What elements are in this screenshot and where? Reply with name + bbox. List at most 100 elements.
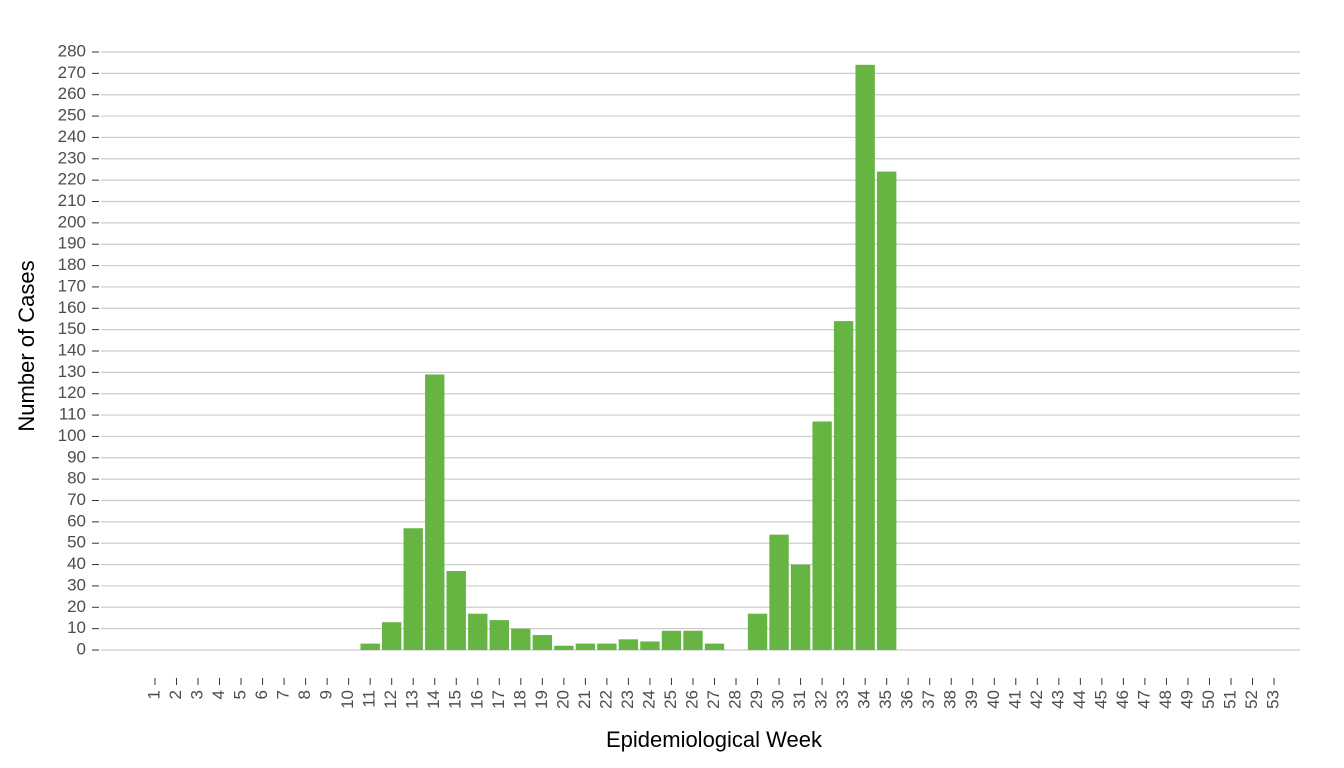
bar [532, 635, 553, 650]
bar [575, 643, 596, 650]
x-tick-label: 15 [446, 690, 465, 709]
bar [704, 643, 725, 650]
x-tick-label: 35 [876, 690, 895, 709]
x-tick-label: 24 [639, 690, 658, 709]
x-tick-label: 4 [209, 690, 228, 699]
bar [511, 628, 531, 650]
x-tick-label: 38 [941, 690, 960, 709]
x-tick-label: 30 [769, 690, 788, 709]
bar [833, 321, 854, 650]
x-tick-label: 14 [424, 690, 443, 709]
y-tick-label: 110 [59, 405, 86, 424]
y-tick-label: 90 [67, 447, 86, 466]
y-tick-label: 230 [58, 148, 86, 167]
y-tick-label: 220 [58, 170, 86, 189]
x-tick-label: 42 [1027, 690, 1046, 709]
bar [403, 528, 423, 650]
x-tick-label: 46 [1113, 690, 1132, 709]
x-tick-label: 28 [726, 690, 745, 709]
y-tick-label: 280 [58, 41, 86, 60]
y-tick-label: 60 [67, 511, 86, 530]
x-tick-label: 20 [553, 690, 572, 709]
y-tick-label: 10 [67, 618, 86, 637]
x-tick-label: 23 [618, 690, 637, 709]
bar [618, 639, 639, 650]
y-tick-label: 140 [58, 340, 86, 359]
y-tick-label: 240 [58, 127, 86, 146]
x-tick-label: 32 [812, 690, 831, 709]
x-tick-label: 17 [489, 690, 508, 709]
x-tick-label: 47 [1134, 690, 1153, 709]
bar [446, 570, 466, 650]
x-tick-label: 25 [661, 690, 680, 709]
y-axis-title: Number of Cases [14, 260, 39, 431]
y-tick-label: 160 [58, 298, 86, 317]
x-axis-title: Epidemiological Week [606, 727, 823, 752]
y-tick-label: 120 [58, 383, 86, 402]
bar [683, 630, 703, 650]
x-tick-label: 9 [317, 690, 336, 699]
x-tick-label: 12 [381, 690, 400, 709]
x-tick-label: 16 [467, 690, 486, 709]
y-tick-label: 260 [58, 84, 86, 103]
x-tick-label: 39 [962, 690, 981, 709]
bar [812, 421, 832, 650]
y-tick-label: 80 [67, 469, 86, 488]
y-tick-label: 70 [67, 490, 86, 509]
y-tick-label: 30 [67, 575, 86, 594]
x-tick-label: 27 [704, 690, 723, 709]
x-tick-label: 41 [1005, 690, 1024, 709]
y-tick-label: 250 [58, 106, 86, 125]
x-tick-label: 50 [1199, 690, 1218, 709]
bar [876, 171, 897, 650]
x-tick-label: 49 [1177, 690, 1196, 709]
x-tick-label: 37 [919, 690, 938, 709]
bar [661, 630, 682, 650]
x-tick-label: 36 [898, 690, 917, 709]
y-tick-label: 130 [58, 362, 86, 381]
x-tick-label: 21 [575, 690, 594, 709]
bar [855, 64, 875, 651]
x-tick-label: 45 [1091, 690, 1110, 709]
x-tick-label: 26 [682, 690, 701, 709]
bar [360, 643, 380, 650]
x-tick-label: 53 [1264, 690, 1283, 709]
x-tick-label: 6 [252, 690, 271, 699]
y-tick-label: 0 [77, 639, 86, 658]
x-tick-label: 48 [1156, 690, 1175, 709]
x-tick-label: 1 [144, 690, 163, 699]
bar [640, 641, 660, 650]
x-tick-label: 43 [1048, 690, 1067, 709]
x-tick-label: 11 [360, 690, 379, 708]
y-tick-label: 20 [67, 597, 86, 616]
bar [489, 620, 509, 650]
bar [382, 622, 402, 650]
x-tick-label: 33 [833, 690, 852, 709]
bar [425, 374, 445, 650]
y-tick-label: 40 [67, 554, 86, 573]
x-tick-label: 22 [596, 690, 615, 709]
x-tick-label: 13 [403, 690, 422, 709]
x-tick-label: 18 [510, 690, 529, 709]
x-tick-label: 52 [1242, 690, 1261, 709]
x-tick-label: 34 [855, 690, 874, 709]
x-tick-label: 8 [295, 690, 314, 699]
x-tick-label: 7 [274, 690, 293, 699]
y-tick-label: 210 [58, 191, 86, 210]
x-tick-label: 51 [1220, 690, 1239, 709]
y-tick-label: 170 [58, 276, 86, 295]
y-tick-label: 270 [58, 63, 86, 82]
bar [747, 613, 768, 650]
x-tick-label: 5 [231, 690, 250, 699]
bar [468, 613, 488, 650]
y-tick-label: 50 [67, 533, 86, 552]
bar [769, 534, 789, 650]
y-tick-label: 190 [58, 234, 86, 253]
x-tick-label: 44 [1070, 690, 1089, 709]
y-tick-label: 100 [58, 426, 86, 445]
x-tick-label: 19 [532, 690, 551, 709]
y-tick-label: 150 [58, 319, 86, 338]
bar [554, 645, 574, 650]
x-tick-label: 3 [187, 690, 206, 699]
